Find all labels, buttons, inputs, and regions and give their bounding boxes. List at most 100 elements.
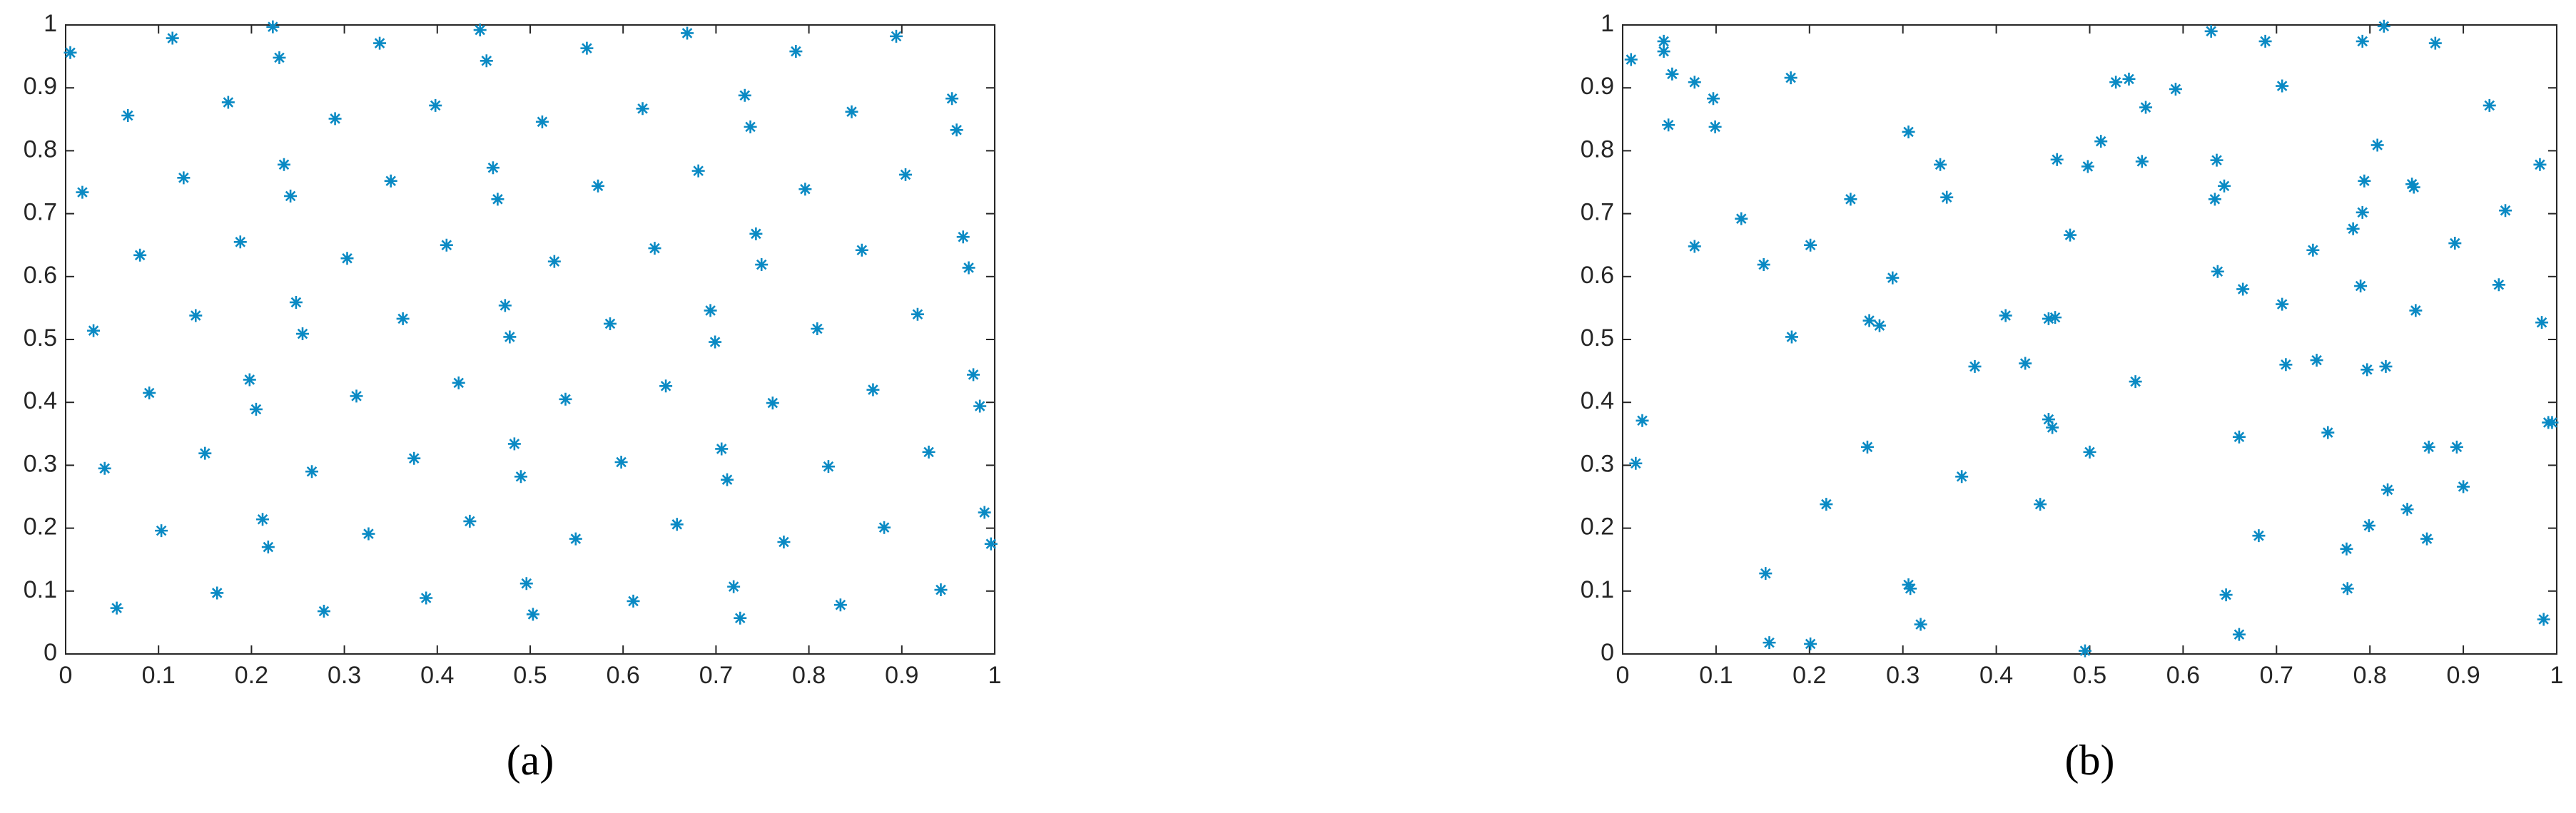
scatter-point bbox=[2236, 282, 2250, 296]
scatter-point bbox=[2258, 34, 2272, 48]
x-tick-label: 0.3 bbox=[1886, 662, 1920, 689]
x-tick-label: 0.9 bbox=[885, 662, 918, 689]
scatter-point bbox=[627, 594, 640, 608]
scatter-point bbox=[1706, 92, 1720, 106]
scatter-point bbox=[1940, 190, 1954, 204]
scatter-point bbox=[945, 92, 959, 106]
scatter-point bbox=[670, 518, 684, 531]
scatter-point bbox=[559, 392, 572, 406]
scatter-point bbox=[691, 164, 705, 178]
scatter-point bbox=[2533, 158, 2547, 171]
scatter-point bbox=[2204, 24, 2218, 38]
y-tick-label: 0.8 bbox=[1581, 136, 1614, 163]
scatter-point bbox=[2276, 79, 2289, 93]
scatter-point bbox=[2457, 480, 2470, 494]
scatter-point bbox=[1886, 271, 1900, 285]
scatter-point bbox=[821, 460, 835, 474]
x-tick-label: 0.4 bbox=[1979, 662, 2013, 689]
scatter-point bbox=[98, 461, 111, 475]
y-tick-label: 0.2 bbox=[24, 513, 57, 541]
scatter-point bbox=[1872, 319, 1886, 332]
scatter-point bbox=[962, 261, 975, 275]
scatter-point bbox=[2034, 498, 2047, 511]
scatter-point bbox=[143, 386, 156, 399]
scatter-point bbox=[350, 389, 363, 403]
scatter-point bbox=[110, 601, 123, 615]
y-tick-label: 0.1 bbox=[1581, 576, 1614, 603]
y-tick-label: 0.4 bbox=[24, 387, 57, 414]
x-tick-label: 0.7 bbox=[2260, 662, 2293, 689]
scatter-point bbox=[709, 335, 722, 349]
scatter-point bbox=[133, 248, 147, 262]
x-tick-label: 0.2 bbox=[235, 662, 268, 689]
scatter-point bbox=[1968, 359, 1982, 373]
scatter-point bbox=[284, 189, 298, 203]
scatter-point bbox=[503, 330, 517, 344]
scatter-point bbox=[514, 470, 527, 484]
scatter-point bbox=[373, 36, 387, 50]
scatter-point bbox=[1820, 498, 1833, 511]
scatter-point bbox=[1804, 238, 1817, 252]
scatter-point bbox=[2050, 153, 2064, 166]
scatter-point bbox=[2358, 174, 2371, 188]
x-tick-label: 0.1 bbox=[1699, 662, 1733, 689]
y-tick-label: 0 bbox=[44, 639, 57, 666]
x-tick-label: 0.9 bbox=[2446, 662, 2480, 689]
scatter-point bbox=[580, 41, 594, 55]
scatter-point bbox=[2129, 375, 2142, 389]
scatter-point bbox=[1955, 470, 1969, 484]
x-tick-label: 0.8 bbox=[792, 662, 826, 689]
scatter-point bbox=[1934, 158, 1947, 171]
scatter-point bbox=[845, 105, 858, 118]
scatter-point bbox=[535, 115, 549, 128]
scatter-point bbox=[519, 577, 533, 590]
scatter-point bbox=[261, 541, 275, 554]
scatter-point bbox=[766, 397, 779, 410]
scatter-point bbox=[2208, 193, 2221, 206]
scatter-point bbox=[498, 299, 512, 312]
scatter-point bbox=[177, 171, 191, 185]
scatter-point bbox=[1784, 71, 1797, 85]
scatter-point bbox=[2321, 426, 2335, 439]
scatter-point bbox=[789, 45, 803, 58]
scatter-point bbox=[2409, 304, 2423, 317]
scatter-point bbox=[1902, 578, 1915, 591]
scatter-point bbox=[2218, 179, 2231, 193]
scatter-point bbox=[811, 322, 824, 336]
scatter-point bbox=[407, 451, 421, 465]
scatter-point bbox=[76, 185, 89, 199]
scatter-point bbox=[2377, 19, 2390, 33]
scatter-point bbox=[2046, 421, 2059, 434]
scatter-point bbox=[2499, 204, 2512, 218]
scatter-point bbox=[1665, 67, 1679, 81]
scatter-point bbox=[2083, 445, 2096, 459]
y-tick-label: 0.6 bbox=[24, 262, 57, 289]
caption: (a) bbox=[507, 737, 554, 784]
scatter-point bbox=[911, 307, 924, 321]
scatter-point bbox=[648, 242, 661, 255]
scatter-point bbox=[1662, 118, 1675, 132]
y-tick-label: 0.5 bbox=[24, 324, 57, 352]
scatter-point bbox=[2232, 628, 2246, 641]
y-tick-label: 1 bbox=[1601, 10, 1614, 37]
scatter-point bbox=[956, 230, 970, 244]
scatter-point bbox=[950, 123, 963, 137]
scatter-point bbox=[1804, 637, 1817, 650]
scatter-point bbox=[2049, 311, 2062, 324]
scatter-point bbox=[2135, 155, 2149, 168]
scatter-point bbox=[715, 442, 729, 456]
scatter-point bbox=[2310, 354, 2323, 367]
scatter-point bbox=[64, 46, 77, 59]
x-tick-label: 0.5 bbox=[513, 662, 547, 689]
y-tick-label: 0.9 bbox=[1581, 73, 1614, 100]
scatter-point bbox=[2492, 278, 2505, 292]
scatter-point bbox=[1629, 456, 1643, 470]
scatter-point bbox=[1636, 414, 1649, 427]
scatter-point bbox=[486, 161, 500, 175]
scatter-point bbox=[614, 455, 628, 469]
scatter-point bbox=[592, 179, 605, 193]
scatter-point bbox=[2407, 180, 2420, 194]
scatter-point bbox=[922, 445, 935, 459]
scatter-point bbox=[659, 379, 673, 393]
scatter-point bbox=[734, 611, 747, 625]
